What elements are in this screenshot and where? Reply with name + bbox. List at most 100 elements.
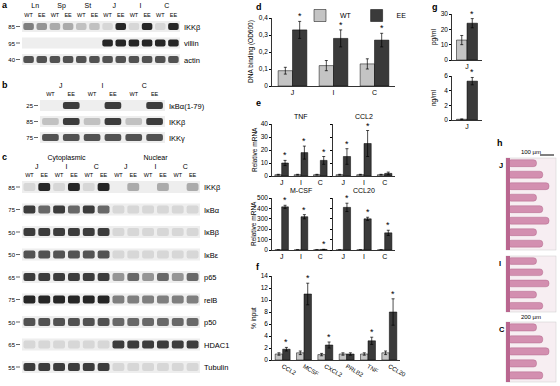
svg-text:CCL2: CCL2 bbox=[355, 113, 373, 120]
svg-text:500: 500 bbox=[257, 194, 268, 201]
svg-text:0: 0 bbox=[264, 172, 268, 179]
svg-text:Relative mRNA: Relative mRNA bbox=[250, 201, 257, 246]
svg-text:I: I bbox=[499, 259, 501, 268]
svg-text:I: I bbox=[333, 89, 335, 96]
svg-text:ng/ml: ng/ml bbox=[430, 90, 438, 106]
svg-text:f: f bbox=[256, 262, 260, 272]
svg-text:0: 0 bbox=[264, 356, 268, 363]
svg-text:10: 10 bbox=[261, 296, 269, 303]
svg-text:Cytoplasmic: Cytoplasmic bbox=[47, 154, 86, 162]
svg-text:*: * bbox=[302, 136, 306, 146]
svg-text:C: C bbox=[318, 179, 323, 186]
svg-text:EE: EE bbox=[64, 12, 72, 18]
svg-text:65: 65 bbox=[8, 342, 15, 348]
svg-text:*: * bbox=[283, 195, 287, 205]
svg-text:4: 4 bbox=[264, 332, 268, 339]
svg-text:50: 50 bbox=[8, 252, 15, 258]
svg-text:IκBα(1-79): IκBα(1-79) bbox=[169, 102, 205, 111]
svg-text:b: b bbox=[2, 80, 8, 90]
svg-text:*: * bbox=[298, 11, 302, 21]
svg-text:d: d bbox=[256, 2, 262, 12]
svg-text:EE: EE bbox=[159, 172, 167, 178]
svg-text:85: 85 bbox=[8, 185, 15, 191]
svg-text:*: * bbox=[283, 150, 287, 160]
svg-text:h: h bbox=[497, 138, 503, 148]
svg-text:*: * bbox=[284, 337, 288, 347]
svg-text:EE: EE bbox=[143, 12, 151, 18]
svg-text:MCSF: MCSF bbox=[302, 363, 320, 377]
svg-text:85: 85 bbox=[26, 119, 33, 125]
svg-text:0,3: 0,3 bbox=[259, 31, 268, 38]
svg-text:*: * bbox=[322, 147, 326, 157]
svg-text:IκBα: IκBα bbox=[204, 206, 220, 215]
svg-text:85: 85 bbox=[8, 24, 15, 30]
svg-text:400: 400 bbox=[257, 205, 268, 212]
svg-text:WT: WT bbox=[340, 12, 352, 19]
svg-text:0,4: 0,4 bbox=[259, 14, 268, 21]
svg-text:50: 50 bbox=[8, 320, 15, 326]
svg-text:300: 300 bbox=[257, 215, 268, 222]
svg-text:*: * bbox=[366, 207, 370, 217]
svg-text:I: I bbox=[140, 2, 142, 9]
svg-text:J: J bbox=[280, 179, 284, 186]
svg-text:IκBβ: IκBβ bbox=[204, 228, 220, 237]
svg-text:0: 0 bbox=[444, 56, 448, 63]
svg-text:Ln: Ln bbox=[31, 2, 39, 9]
svg-text:I: I bbox=[300, 253, 302, 260]
svg-text:6: 6 bbox=[444, 72, 448, 79]
svg-text:c: c bbox=[2, 152, 7, 162]
svg-text:C: C bbox=[382, 253, 387, 260]
svg-text:*: * bbox=[470, 67, 474, 77]
svg-text:EE: EE bbox=[170, 12, 178, 18]
svg-text:J: J bbox=[342, 253, 346, 260]
svg-text:75: 75 bbox=[8, 297, 15, 303]
svg-text:J: J bbox=[342, 179, 346, 186]
svg-text:IKKγ: IKKγ bbox=[169, 134, 185, 143]
svg-text:*: * bbox=[386, 220, 390, 230]
svg-text:40: 40 bbox=[8, 57, 15, 63]
svg-text:EE: EE bbox=[130, 172, 138, 178]
svg-text:*: * bbox=[366, 121, 370, 131]
svg-text:C: C bbox=[94, 163, 99, 170]
svg-text:30: 30 bbox=[441, 10, 449, 17]
svg-text:WT: WT bbox=[129, 91, 138, 97]
svg-text:I: I bbox=[155, 163, 157, 170]
svg-text:20: 20 bbox=[261, 146, 269, 153]
svg-text:*: * bbox=[302, 205, 306, 215]
svg-text:WT: WT bbox=[77, 12, 86, 18]
svg-text:WT: WT bbox=[130, 12, 139, 18]
svg-text:EE: EE bbox=[189, 172, 197, 178]
svg-text:EE: EE bbox=[397, 12, 407, 19]
svg-text:EE: EE bbox=[117, 12, 125, 18]
svg-text:Sp: Sp bbox=[57, 2, 66, 10]
svg-text:I: I bbox=[102, 82, 104, 89]
svg-text:2: 2 bbox=[264, 344, 268, 351]
svg-text:EE: EE bbox=[68, 91, 76, 97]
svg-text:a: a bbox=[2, 0, 8, 10]
svg-text:20: 20 bbox=[441, 26, 449, 33]
svg-text:WT: WT bbox=[25, 172, 34, 178]
svg-text:St: St bbox=[85, 2, 92, 9]
svg-text:J: J bbox=[112, 2, 116, 9]
svg-text:WT: WT bbox=[103, 12, 112, 18]
svg-text:8: 8 bbox=[264, 308, 268, 315]
svg-text:*: * bbox=[327, 332, 331, 342]
svg-text:WT: WT bbox=[144, 172, 153, 178]
svg-text:*: * bbox=[391, 289, 395, 299]
svg-text:HDAC1: HDAC1 bbox=[204, 341, 229, 350]
svg-text:IκBε: IκBε bbox=[204, 251, 219, 260]
svg-text:6: 6 bbox=[264, 320, 268, 327]
svg-text:C: C bbox=[318, 253, 323, 260]
svg-text:EE: EE bbox=[100, 172, 108, 178]
svg-text:e: e bbox=[256, 98, 261, 108]
svg-text:p65: p65 bbox=[204, 273, 217, 282]
svg-text:p50: p50 bbox=[204, 318, 217, 327]
svg-text:Relative mRNA: Relative mRNA bbox=[251, 127, 258, 172]
svg-text:4: 4 bbox=[444, 87, 448, 94]
svg-text:0,2: 0,2 bbox=[259, 48, 268, 55]
svg-text:J: J bbox=[59, 82, 63, 89]
svg-text:55: 55 bbox=[8, 365, 15, 371]
svg-text:WT: WT bbox=[24, 12, 33, 18]
svg-text:WT: WT bbox=[173, 172, 182, 178]
svg-text:I: I bbox=[363, 253, 365, 260]
